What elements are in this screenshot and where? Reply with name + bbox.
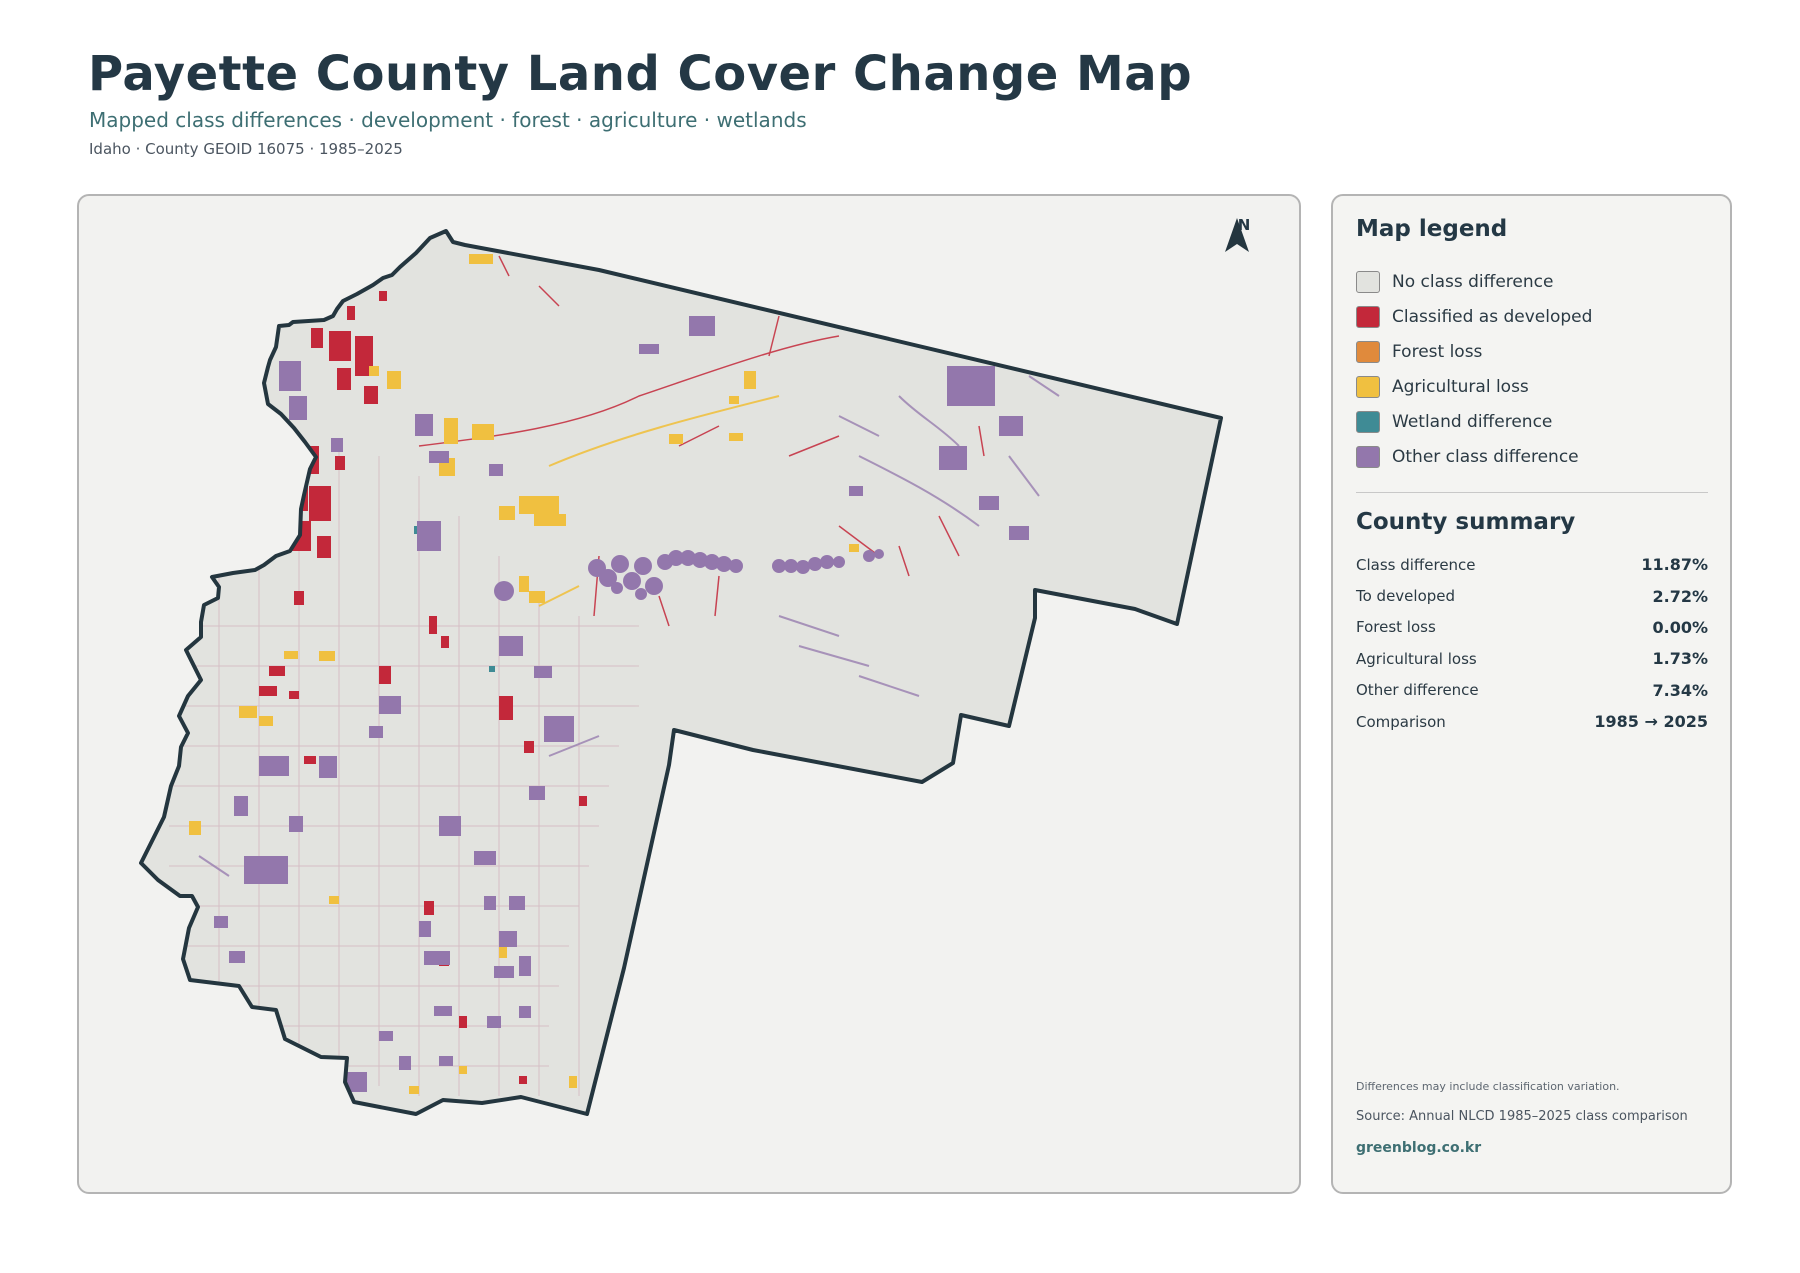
legend-swatch [1356,305,1380,328]
panel-divider [1356,492,1708,493]
legend-swatch [1356,410,1380,433]
north-arrow: N [1224,216,1264,252]
summary-value: 1985 → 2025 [1594,712,1708,732]
legend-label: No class difference [1392,271,1554,292]
other-difference-blobs [494,549,884,601]
other-difference-patches [214,316,1029,1092]
legend-item-agricultural-loss: Agricultural loss [1356,369,1716,404]
summary-heading: County summary [1356,509,1576,535]
summary-label: Other difference [1356,681,1479,700]
brand-link[interactable]: greenblog.co.kr [1356,1140,1482,1156]
agricultural-loss-patches [189,254,859,1094]
summary-value: 2.72% [1652,586,1708,606]
county-map[interactable] [79,196,1301,1194]
map-panel[interactable]: N [77,194,1301,1194]
legend-label: Classified as developed [1392,306,1593,327]
summary-row: Comparison 1985 → 2025 [1356,706,1708,737]
summary-table: Class difference 11.87% To developed 2.7… [1356,549,1708,737]
summary-row: Agricultural loss 1.73% [1356,643,1708,674]
summary-value: 11.87% [1641,555,1708,575]
summary-label: Forest loss [1356,618,1436,637]
legend-label: Forest loss [1392,341,1483,362]
page-meta: Idaho · County GEOID 16075 · 1985–2025 [89,140,403,158]
legend-swatch [1356,270,1380,293]
summary-value: 1.73% [1652,649,1708,669]
legend-label: Wetland difference [1392,411,1553,432]
summary-label: Agricultural loss [1356,649,1477,668]
summary-row: Other difference 7.34% [1356,675,1708,706]
summary-label: Comparison [1356,712,1446,731]
summary-label: To developed [1356,587,1456,606]
legend-item-forest-loss: Forest loss [1356,334,1716,369]
county-boundary [139,229,1223,1116]
field-grid [169,436,639,1096]
county-fill [141,231,1221,1114]
north-arrow-icon [1225,218,1249,252]
page-title: Payette County Land Cover Change Map [88,46,1193,102]
caveat-note: Differences may include classification v… [1356,1080,1620,1093]
agricultural-loss-lines [538,395,780,607]
summary-value: 7.34% [1652,680,1708,700]
legend-swatch [1356,375,1380,398]
other-difference-texture [198,375,1060,877]
summary-value: 0.00% [1652,617,1708,637]
summary-row: To developed 2.72% [1356,580,1708,611]
legend-label: Agricultural loss [1392,376,1529,397]
change-layer [169,254,1060,1096]
summary-row: Forest loss 0.00% [1356,612,1708,643]
legend-item-wetland: Wetland difference [1356,404,1716,439]
legend-swatch [1356,340,1380,363]
legend-item-no-difference: No class difference [1356,264,1716,299]
legend-heading: Map legend [1356,216,1508,242]
summary-label: Class difference [1356,555,1476,574]
info-panel: Map legend No class difference Classifie… [1331,194,1732,1194]
legend-swatch [1356,445,1380,468]
summary-row: Class difference 11.87% [1356,549,1708,580]
legend-list: No class difference Classified as develo… [1356,264,1716,474]
legend-label: Other class difference [1392,446,1579,467]
page-subtitle: Mapped class differences · development ·… [89,108,807,132]
legend-item-other: Other class difference [1356,439,1716,474]
source-text: Source: Annual NLCD 1985–2025 class comp… [1356,1109,1688,1124]
legend-item-developed: Classified as developed [1356,299,1716,334]
